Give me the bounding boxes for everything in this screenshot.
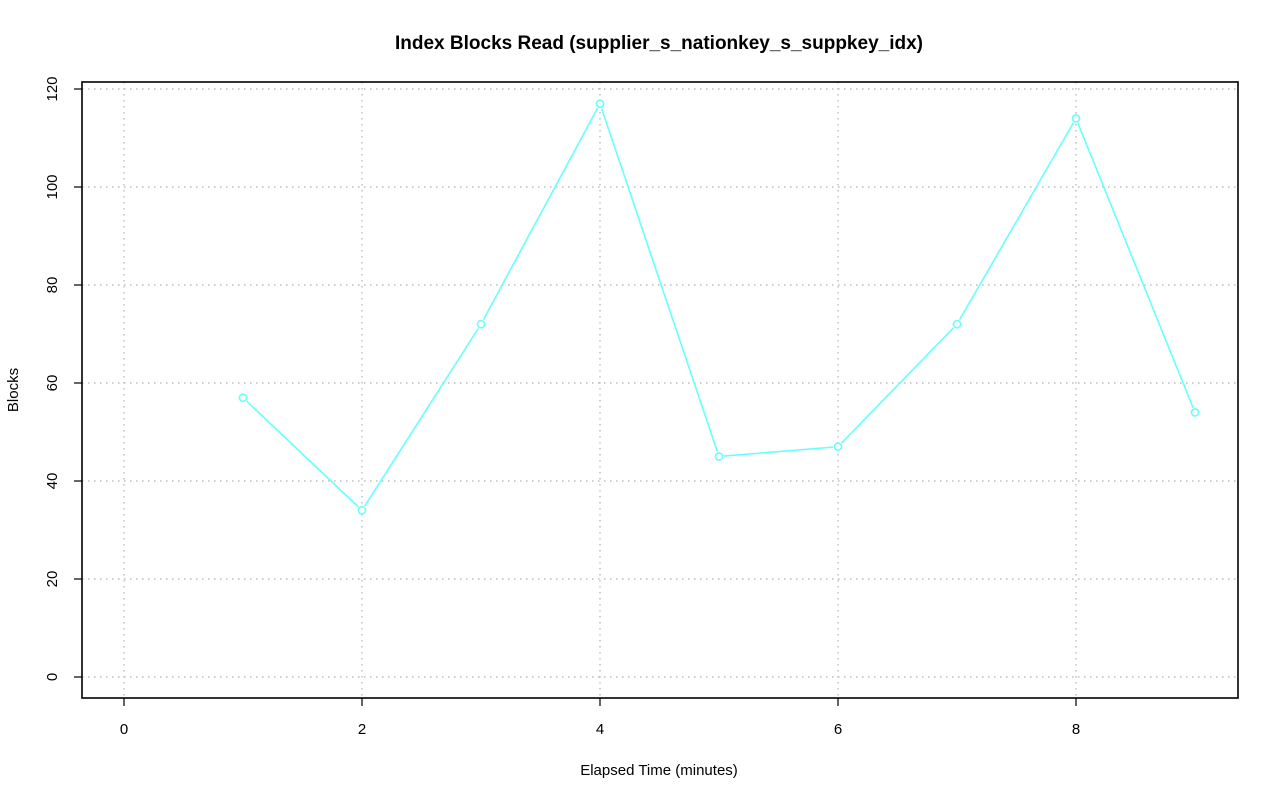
x-tick-label: 4 [596,721,604,738]
series-line-segment [840,327,955,444]
y-axis-label: Blocks [5,368,22,412]
data-point [476,319,486,329]
series-line-segment [600,108,719,452]
y-tick-label: 100 [44,174,61,199]
data-point [1071,114,1081,123]
series-layer [238,99,1200,515]
series-line-segment [364,328,479,507]
y-tick-label: 40 [44,473,61,490]
data-point [714,452,724,461]
grid [82,82,1238,698]
series-line-segment [482,107,599,321]
y-tick-label: 60 [44,375,61,392]
chart-title: Index Blocks Read (supplier_s_nationkey_… [395,33,923,54]
plot-frame [81,81,1239,699]
data-point [952,319,962,329]
series-line-segment [246,400,359,508]
series-line-segment [958,122,1075,321]
series-line-segment [724,446,833,457]
data-point [238,393,248,403]
y-tick-label: 20 [44,571,61,588]
data-point [1190,407,1200,417]
data-point [833,442,843,452]
x-tick-label: 8 [1072,721,1080,738]
series-line-segment [1077,122,1194,408]
data-point [357,505,367,515]
x-tick-label: 0 [120,721,128,738]
y-tick-label: 80 [44,277,61,294]
series-0 [238,99,1200,515]
x-tick-label: 2 [358,721,366,738]
data-point [595,99,605,109]
x-axis-label: Elapsed Time (minutes) [580,762,738,779]
x-tick-label: 6 [834,721,842,738]
y-tick-label: 0 [44,673,61,681]
y-tick-label: 120 [44,76,61,101]
